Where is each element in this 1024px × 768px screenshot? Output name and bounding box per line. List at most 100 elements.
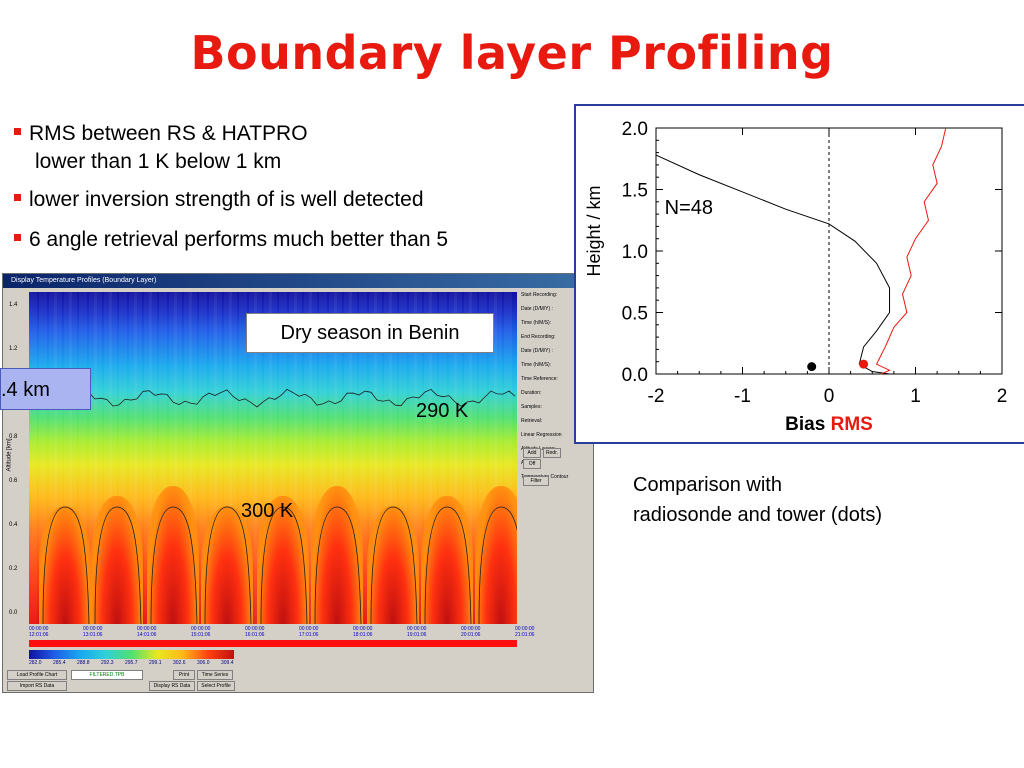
info-panel-row: End Recording: xyxy=(521,334,556,340)
contour-290k xyxy=(29,388,516,408)
colorbar-value: 309.4 xyxy=(221,660,234,666)
contour-texture xyxy=(359,292,367,624)
altitude-tick: 1.2 xyxy=(9,346,18,352)
altitude-tick: 0.2 xyxy=(9,566,18,572)
window-button[interactable]: Print xyxy=(173,670,195,680)
contour-texture xyxy=(224,292,232,624)
series-line-rms xyxy=(875,127,947,375)
daytime-heating-bump xyxy=(39,506,91,624)
km-annotation: .4 km xyxy=(0,368,91,410)
altitude-tick: 0.6 xyxy=(9,478,18,484)
contour-texture xyxy=(94,292,102,624)
contour-texture xyxy=(64,292,72,624)
window-title-bar: Display Temperature Profiles (Boundary L… xyxy=(3,274,593,288)
bullet-inversion: lower inversion strength of is well dete… xyxy=(14,186,424,213)
contour-texture xyxy=(129,292,137,624)
daytime-heating-bump xyxy=(311,486,363,624)
contour-texture xyxy=(229,292,237,624)
window-button[interactable]: Off xyxy=(523,459,541,469)
contour-texture xyxy=(249,292,257,624)
contour-texture xyxy=(69,292,77,624)
time-tick: 00:00:00 18:01:06 xyxy=(353,626,373,638)
contour-texture xyxy=(134,292,142,624)
bullet-text: lower inversion strength of is well dete… xyxy=(29,188,424,211)
daytime-heating-bump xyxy=(201,506,253,624)
comparison-caption: Comparison with radiosonde and tower (do… xyxy=(633,470,882,530)
contour-texture xyxy=(279,292,287,624)
colorbar-value: 285.4 xyxy=(53,660,66,666)
y-tick-label: 0.5 xyxy=(622,304,648,325)
contour-texture xyxy=(294,292,302,624)
window-button[interactable]: Display RS Data xyxy=(149,681,195,691)
window-button[interactable]: Select Profile xyxy=(197,681,235,691)
colorbar-value: 306.0 xyxy=(197,660,210,666)
contour-texture xyxy=(464,292,472,624)
contour-300k xyxy=(370,506,418,624)
window-button[interactable]: Import RS Data xyxy=(7,681,67,691)
contour-texture xyxy=(104,292,112,624)
contour-texture xyxy=(504,292,512,624)
contour-300k xyxy=(314,506,362,624)
contour-texture xyxy=(399,292,407,624)
contour-texture xyxy=(269,292,277,624)
daytime-heating-bump xyxy=(147,486,199,624)
info-panel-row: Date (D/M/Y) : xyxy=(521,306,553,312)
bullet-mark xyxy=(14,127,21,135)
y-tick-label: 1.0 xyxy=(622,242,648,263)
contour-texture xyxy=(439,292,447,624)
bullet-rms: RMS between RS & HATPRO xyxy=(14,120,308,147)
rain-flag-bar xyxy=(29,640,517,647)
time-tick: 00:00:00 14:01:06 xyxy=(137,626,157,638)
time-axis: 00:00:00 12:01:06 00:00:00 13:01:06 00:00:… xyxy=(11,626,534,638)
contour-texture xyxy=(329,292,337,624)
daytime-heating-bump xyxy=(91,496,143,624)
window-button[interactable]: Filter xyxy=(523,476,549,486)
contour-texture xyxy=(454,292,462,624)
info-panel-row: Time Reference: xyxy=(521,376,558,382)
bias-rms-chart-frame: -2 -1 0 1 2 0.0 0.5 1.0 1.5 2.0 Height / km N=48 Bia… xyxy=(574,104,1024,444)
contour-texture xyxy=(239,292,247,624)
colorbar-value: 299.1 xyxy=(149,660,162,666)
x-axis-label-rms: RMS xyxy=(831,414,873,435)
contour-texture xyxy=(144,292,152,624)
info-panel-row: Linear Regression xyxy=(521,432,562,438)
contour-texture xyxy=(119,292,127,624)
window-button[interactable]: Time Series xyxy=(197,670,233,680)
time-tick: 00:00:00 19:01:06 xyxy=(407,626,427,638)
contour-texture xyxy=(389,292,397,624)
altitude-tick: 0.0 xyxy=(9,610,18,616)
contour-texture xyxy=(189,292,197,624)
temperature-colorbar xyxy=(29,650,234,659)
contour-texture xyxy=(319,292,327,624)
contour-300k xyxy=(478,506,517,624)
file-name-field[interactable]: FILTERED.TPB xyxy=(71,670,143,680)
time-tick: 00:00:00 16:01:06 xyxy=(245,626,265,638)
contour-texture xyxy=(334,292,342,624)
window-button[interactable]: Redr. xyxy=(543,448,561,458)
colorbar-value: 292.3 xyxy=(101,660,114,666)
bullet-rms-continued: lower than 1 K below 1 km xyxy=(35,150,282,173)
info-panel-row: Samples: xyxy=(521,404,542,410)
x-tick-label: 0 xyxy=(824,386,835,407)
time-tick: 00:00:00 15:01:06 xyxy=(191,626,211,638)
colorbar-value: 282.0 xyxy=(29,660,42,666)
slide-title: Boundary layer Profiling xyxy=(190,26,834,80)
bullet-text: RMS between RS & HATPRO xyxy=(29,122,308,145)
contour-texture xyxy=(494,292,502,624)
contour-300k xyxy=(260,506,308,624)
series-line-bias xyxy=(655,154,891,375)
window-button[interactable]: Add xyxy=(523,448,541,458)
window-buttons: Load Profile Chart Import RS Data Print Dis… xyxy=(3,274,593,692)
y-tick-label: 0.0 xyxy=(622,365,648,386)
contour-texture xyxy=(54,292,62,624)
contour-300k xyxy=(204,506,252,624)
y-tick-label: 2.0 xyxy=(622,119,648,140)
time-tick: 00:00:00 21:01:06 xyxy=(515,626,535,638)
contour-texture xyxy=(449,292,457,624)
time-tick: 00:00:00 12:01:06 xyxy=(29,626,49,638)
colorbar-value: 302.6 xyxy=(173,660,186,666)
contour-label-300k: 300 K xyxy=(241,500,294,522)
window-button[interactable]: Load Profile Chart xyxy=(7,670,67,680)
contour-texture xyxy=(89,292,97,624)
contour-300k xyxy=(42,506,90,624)
